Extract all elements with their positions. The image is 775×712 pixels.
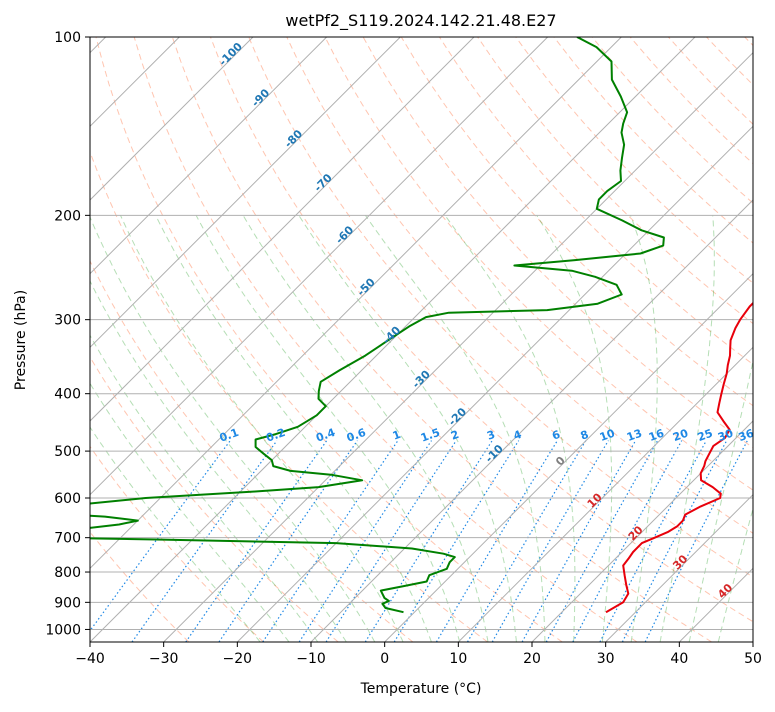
x-tick-label: 50 <box>744 651 762 667</box>
y-axis-label: Pressure (hPa) <box>13 290 29 390</box>
x-tick-label: −10 <box>296 651 326 667</box>
y-tick-label: 900 <box>54 595 81 611</box>
x-tick-label: −40 <box>75 651 105 667</box>
y-tick-label: 100 <box>54 30 81 46</box>
y-tick-label: 200 <box>54 208 81 224</box>
y-tick-label: 700 <box>54 531 81 547</box>
y-tick-label: 400 <box>54 387 81 403</box>
y-tick-label: 500 <box>54 444 81 460</box>
x-tick-label: 20 <box>523 651 541 667</box>
y-tick-label: 800 <box>54 565 81 581</box>
x-tick-label: 0 <box>380 651 389 667</box>
y-tick-label: 300 <box>54 313 81 329</box>
x-tick-label: −20 <box>223 651 253 667</box>
y-tick-label: 600 <box>54 491 81 507</box>
y-axis: 100 200 300 400 500 600 700 800 900 1000 <box>45 30 90 638</box>
x-tick-label: 30 <box>597 651 615 667</box>
isotherm <box>753 37 775 642</box>
x-tick-label: 10 <box>449 651 467 667</box>
x-tick-label: 40 <box>670 651 688 667</box>
y-tick-label: 1000 <box>45 622 81 638</box>
x-axis: −40 −30 −20 −10 0 10 20 30 40 50 <box>75 642 762 667</box>
x-axis-label: Temperature (°C) <box>360 681 482 697</box>
x-tick-label: −30 <box>149 651 179 667</box>
chart-title: wetPf2_S119.2024.142.21.48.E27 <box>285 11 556 31</box>
